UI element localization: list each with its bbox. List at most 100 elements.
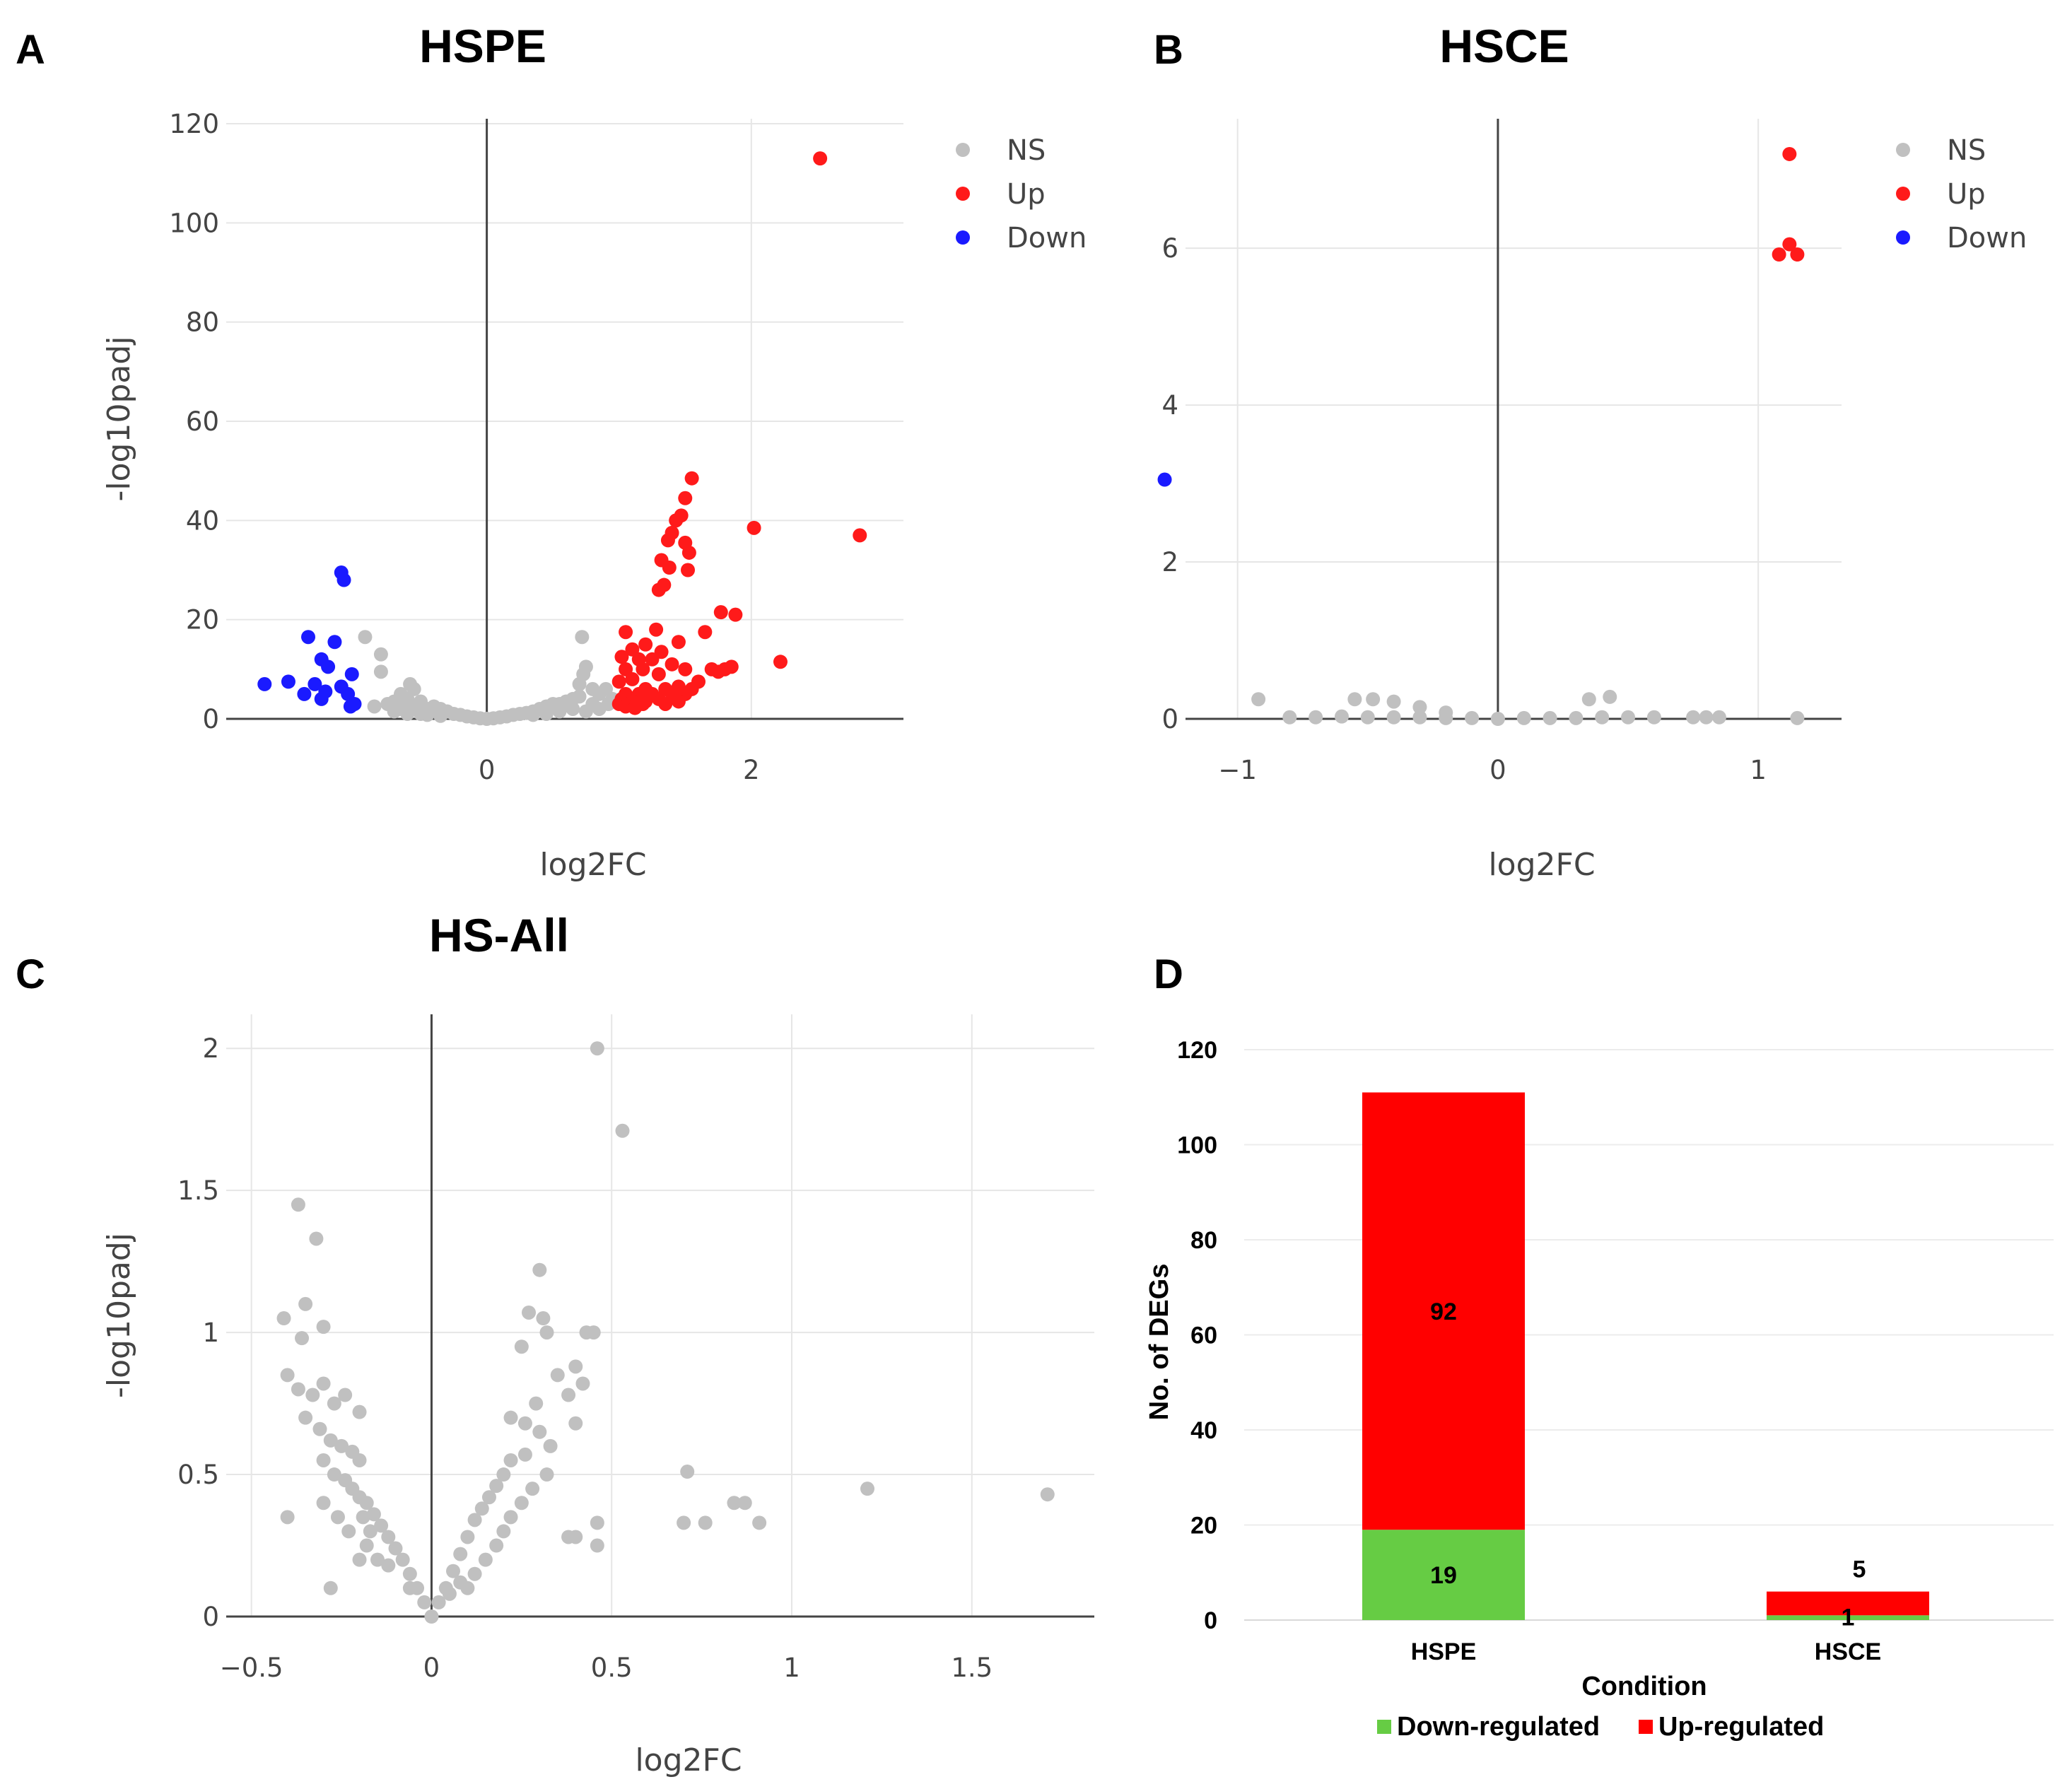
bar-down-hsce [1767, 1615, 1929, 1620]
data-point-ns [698, 1515, 713, 1530]
data-point-ns [442, 1586, 457, 1601]
data-point-ns [338, 1388, 353, 1402]
data-point-ns [1386, 694, 1401, 709]
data-point-ns [467, 1566, 482, 1581]
data-point-up [671, 694, 686, 709]
panel-title-b: HSCE [1439, 20, 1569, 72]
data-point-up [1782, 146, 1797, 161]
data-point-ns [525, 1482, 540, 1496]
data-point-ns [1465, 710, 1480, 725]
data-point-down [281, 674, 295, 689]
data-point-ns [503, 1510, 518, 1525]
data-point-up [684, 471, 699, 486]
data-point-ns [550, 1368, 565, 1383]
y-tick-label: 40 [186, 505, 219, 536]
data-point-ns [1621, 710, 1636, 725]
data-point-ns [529, 1396, 544, 1411]
legend-label-ns: NS [1007, 134, 1046, 167]
bar-up-hspe [1362, 1092, 1525, 1530]
data-point-ns [737, 1496, 752, 1511]
data-point-ns [424, 1609, 439, 1624]
data-point-ns [417, 1595, 432, 1609]
x-tick-label: HSPE [1411, 1638, 1477, 1665]
data-point-ns [680, 1465, 695, 1479]
data-point-up [747, 520, 761, 535]
data-point-ns [575, 630, 590, 645]
data-point-ns [496, 1524, 511, 1539]
data-point-ns [543, 1438, 558, 1453]
data-point-ns [373, 664, 388, 679]
data-point-ns [381, 1558, 396, 1573]
x-tick-label: −1 [1218, 755, 1257, 785]
legend-marker-up [1896, 187, 1910, 201]
y-tick-label: 20 [1190, 1513, 1217, 1539]
data-point-down [257, 676, 272, 691]
y-tick-label: 60 [1190, 1322, 1217, 1349]
data-point-ns [1386, 710, 1401, 725]
y-axis-title: -log10padj [101, 336, 137, 502]
y-tick-label: 4 [1161, 390, 1178, 421]
y-tick-label: 100 [169, 208, 219, 238]
volcano-plot-hspe: 0 2020406080100120log2FC-log10padjNSUpDow… [101, 109, 1087, 883]
y-tick-label: 40 [1190, 1417, 1217, 1444]
y-tick-label: 2 [1161, 547, 1178, 577]
data-point-ns [536, 1311, 551, 1326]
data-point-ns [316, 1376, 331, 1391]
data-point-ns [358, 630, 373, 645]
data-point-up [654, 553, 669, 568]
panel-letter-b: B [1154, 27, 1183, 73]
data-point-up [681, 563, 696, 577]
data-point-up [651, 667, 666, 681]
data-point-up [698, 625, 713, 640]
data-point-ns [280, 1368, 295, 1383]
data-point-ns [370, 1552, 385, 1567]
y-tick-label: 0 [1161, 704, 1178, 734]
legend-swatch [1377, 1720, 1391, 1734]
data-point-up [853, 528, 867, 543]
data-point-ns [526, 708, 541, 722]
y-tick-label: 0 [202, 1602, 219, 1632]
data-point-ns [539, 1467, 554, 1482]
data-point-ns [517, 1447, 532, 1462]
data-point-down [344, 667, 359, 681]
data-point-ns [590, 1041, 604, 1056]
data-point-ns [1360, 710, 1375, 725]
y-tick-label: 1 [202, 1318, 219, 1348]
data-point-up [645, 652, 660, 667]
y-tick-label: 6 [1161, 233, 1178, 264]
bar-down-hspe [1362, 1530, 1525, 1620]
data-point-up [636, 696, 650, 711]
data-point-ns [575, 1376, 590, 1391]
data-point-ns [467, 1513, 482, 1527]
data-point-ns [585, 696, 600, 711]
data-point-ns [359, 1538, 374, 1553]
y-tick-label: 0 [1204, 1607, 1217, 1634]
panel-letter-a: A [16, 27, 45, 73]
data-point-ns [590, 1515, 604, 1530]
legend-marker-down [956, 230, 970, 245]
data-point-ns [352, 1552, 367, 1567]
x-axis-title: log2FC [1488, 847, 1595, 883]
data-point-ns [387, 704, 402, 719]
data-point-up [665, 657, 679, 671]
data-point-up [619, 662, 633, 676]
data-point-up [614, 650, 629, 664]
data-point-ns [359, 1496, 374, 1511]
legend-label-down: Down [1947, 222, 2027, 254]
y-tick-label: 0 [202, 704, 219, 734]
data-point-up [1772, 247, 1786, 262]
data-point-ns [381, 1530, 396, 1544]
x-tick-label: 1 [1750, 755, 1767, 785]
data-point-ns [517, 1416, 532, 1431]
data-point-ns [615, 1123, 630, 1138]
data-point-ns [532, 1424, 547, 1439]
data-point-ns [1686, 710, 1701, 725]
data-point-ns [860, 1482, 874, 1496]
data-point-up [813, 151, 828, 166]
data-point-ns [323, 1433, 338, 1448]
data-point-ns [514, 1496, 529, 1511]
x-axis-title: log2FC [539, 847, 646, 883]
data-point-down [336, 573, 351, 587]
data-point-ns [532, 1262, 547, 1277]
data-point-ns [291, 1382, 305, 1397]
